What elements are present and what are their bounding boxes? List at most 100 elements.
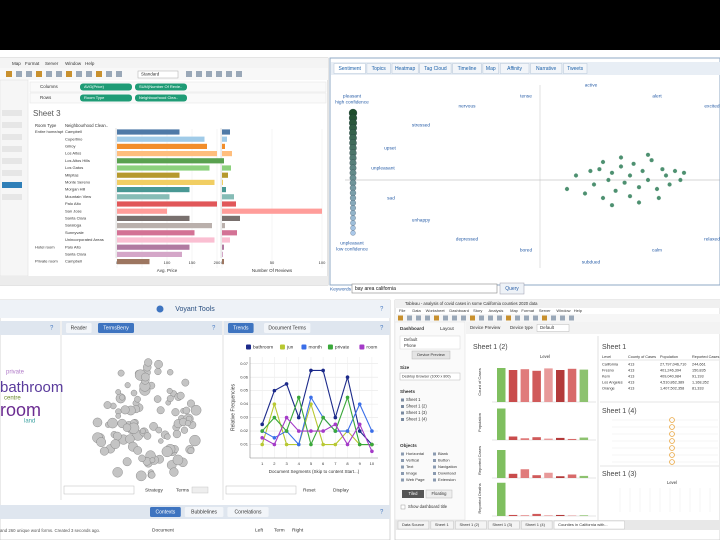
control-label[interactable]: Strategy xyxy=(145,487,163,493)
legend-label[interactable]: bathroom xyxy=(253,344,273,350)
toolbar-icon[interactable] xyxy=(6,71,12,77)
sheet-tab[interactable] xyxy=(455,520,487,530)
menu-item[interactable]: Format xyxy=(25,61,40,66)
control-button[interactable]: Display xyxy=(333,487,349,493)
menu-item[interactable]: Worksheet xyxy=(426,308,446,313)
panel-tab[interactable] xyxy=(150,507,181,517)
toolbar-icon[interactable] xyxy=(542,315,547,321)
object-item[interactable]: Text xyxy=(406,464,414,469)
pane-tab[interactable]: Layout xyxy=(440,326,455,331)
sheet-item[interactable]: Sheet 1 (4) xyxy=(406,417,427,422)
sheet-tab[interactable] xyxy=(430,520,454,530)
mode-label[interactable]: Floating xyxy=(432,491,448,496)
help-icon[interactable]: ? xyxy=(380,326,384,332)
device-preview-button[interactable] xyxy=(411,350,451,360)
object-item[interactable]: Image xyxy=(406,471,418,476)
panel-tab[interactable] xyxy=(66,323,92,333)
menu-item[interactable]: Window xyxy=(556,308,570,313)
dropdown[interactable] xyxy=(536,324,570,332)
help-icon[interactable]: ? xyxy=(380,307,384,313)
panel-tab-label[interactable]: Correlations xyxy=(235,509,262,515)
toolbar-icon[interactable] xyxy=(236,71,242,77)
panel-tab[interactable] xyxy=(184,507,224,517)
tab[interactable] xyxy=(482,63,499,74)
menu-item[interactable]: Server xyxy=(539,308,551,313)
tab[interactable] xyxy=(391,63,419,74)
toolbar-icon[interactable] xyxy=(443,315,448,321)
sheet-tab[interactable] xyxy=(397,520,430,530)
tab-label[interactable]: Topics xyxy=(372,66,387,72)
mode-button[interactable] xyxy=(425,489,453,499)
pane-item[interactable] xyxy=(2,134,22,140)
tab[interactable] xyxy=(452,63,482,74)
input[interactable] xyxy=(63,485,135,495)
legend-label[interactable]: private xyxy=(335,344,350,350)
toolbar-icon[interactable] xyxy=(524,315,529,321)
menu-item[interactable]: Story xyxy=(473,308,482,313)
toolbar-icon[interactable] xyxy=(206,71,212,77)
panel-tab[interactable] xyxy=(227,507,269,517)
pill[interactable] xyxy=(135,94,187,102)
toolbar-icon[interactable] xyxy=(569,315,574,321)
pill[interactable] xyxy=(80,94,132,102)
toolbar-icon[interactable] xyxy=(106,71,112,77)
mode-label[interactable]: Tiled xyxy=(409,491,419,496)
tab[interactable] xyxy=(563,63,588,74)
tab[interactable] xyxy=(499,63,530,74)
toolbar-icon[interactable] xyxy=(86,71,92,77)
sheet-item[interactable]: Sheet 1 xyxy=(406,397,421,402)
toolbar-icon[interactable] xyxy=(186,71,192,77)
toolbar-icon[interactable] xyxy=(416,315,421,321)
device-item[interactable]: Default xyxy=(404,337,418,342)
legend-label[interactable]: jun xyxy=(286,344,294,350)
toolbar-icon[interactable] xyxy=(196,71,202,77)
toolbar-icon[interactable] xyxy=(488,315,493,321)
tab-label[interactable]: Timeline xyxy=(458,66,477,72)
legend-label[interactable]: room xyxy=(366,344,377,350)
sheet-tab-label[interactable]: Sheet 1 xyxy=(435,522,450,527)
pane-item[interactable] xyxy=(2,158,22,164)
toolbar-icon[interactable] xyxy=(425,315,430,321)
toolbar-icon[interactable] xyxy=(452,315,457,321)
menu-item[interactable]: Map xyxy=(12,61,21,66)
pane-tab[interactable]: Dashboard xyxy=(400,326,424,331)
menu-item[interactable]: Help xyxy=(85,61,95,66)
toolbar-icon[interactable] xyxy=(116,71,122,77)
toolbar-icon[interactable] xyxy=(515,315,520,321)
panel-tab-label[interactable]: Trends xyxy=(233,325,249,331)
toolbar-icon[interactable] xyxy=(76,71,82,77)
menu-item[interactable]: Help xyxy=(574,308,583,313)
toolbar-icon[interactable] xyxy=(226,71,232,77)
help-icon[interactable]: ? xyxy=(380,510,384,516)
sheet-item[interactable]: Sheet 1 (2) xyxy=(406,404,427,409)
object-item[interactable]: Button xyxy=(438,458,450,463)
tab[interactable] xyxy=(419,63,452,74)
panel-tab-label[interactable]: Bubblelines xyxy=(191,509,217,515)
device-item[interactable]: Phone xyxy=(404,343,417,348)
tab-label[interactable]: Sentiment xyxy=(338,66,361,72)
menu-item[interactable]: Analysis xyxy=(488,308,503,313)
sheet-tab-label[interactable]: Sheet 1 (4) xyxy=(525,522,545,527)
toolbar-icon[interactable] xyxy=(36,71,42,77)
query-button-label[interactable]: Query xyxy=(505,286,519,292)
toolbar-icon[interactable] xyxy=(533,315,538,321)
menu-item[interactable]: Data xyxy=(412,308,421,313)
tab[interactable] xyxy=(333,63,366,74)
menu-item[interactable]: Server xyxy=(45,61,59,66)
slider[interactable] xyxy=(191,486,209,494)
object-item[interactable]: Horizontal xyxy=(406,451,424,456)
panel-tab[interactable] xyxy=(98,323,134,333)
sheet-tab[interactable] xyxy=(488,520,520,530)
input[interactable] xyxy=(225,485,297,495)
pane-item[interactable] xyxy=(2,170,22,176)
help-icon[interactable]: ? xyxy=(212,326,216,332)
toolbar-icon[interactable] xyxy=(56,71,62,77)
sheet-item[interactable]: Sheet 1 (3) xyxy=(406,410,427,415)
tab-label[interactable]: Map xyxy=(486,66,496,72)
tab-label[interactable]: Affinity xyxy=(507,66,522,72)
toolbar-icon[interactable] xyxy=(66,71,72,77)
pill[interactable] xyxy=(80,83,132,91)
toolbar-icon[interactable] xyxy=(560,315,565,321)
dropdown[interactable] xyxy=(399,372,461,381)
help-icon[interactable]: ? xyxy=(50,326,54,332)
